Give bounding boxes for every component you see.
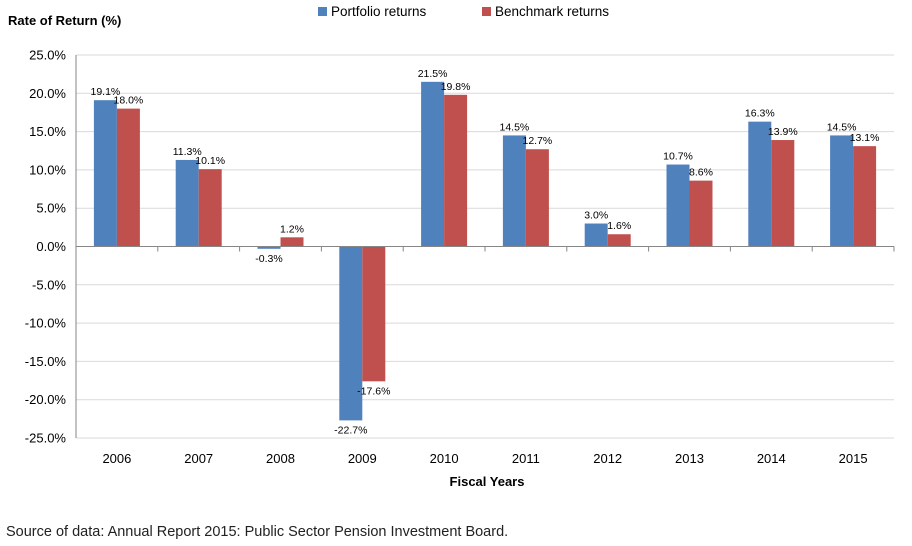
bar-benchmark: [116, 108, 140, 247]
legend-swatch-portfolio: [318, 7, 327, 16]
bar-portfolio: [502, 135, 526, 247]
y-tick-label: 20.0%: [29, 86, 66, 101]
y-tick-label: -15.0%: [25, 354, 67, 369]
source-note: Source of data: Annual Report 2015: Publ…: [6, 524, 509, 540]
legend-label-benchmark: Benchmark returns: [495, 4, 609, 19]
axes: 25.0% 20.0% 15.0% 10.0% 5.0% 0.0% -5.0% -10.0% -…: [25, 48, 895, 466]
data-label: 8.6%: [689, 167, 713, 179]
bar-portfolio: [748, 121, 772, 247]
y-tick-label: -5.0%: [32, 277, 66, 292]
data-labels: 19.1% 11.3% -0.3% -22.7% 21.5% 14.5% 3.0% 10.7%…: [91, 68, 880, 437]
y-tick-label: -25.0%: [25, 431, 67, 446]
bar-portfolio: [584, 223, 608, 247]
returns-bar-chart: 25.0% 20.0% 15.0% 10.0% 5.0% 0.0% -5.0% -10.0% -…: [8, 4, 895, 489]
bar-benchmark: [771, 140, 795, 247]
bar-benchmark: [853, 146, 877, 247]
x-axis-title: Fiscal Years: [450, 474, 525, 489]
bar-benchmark: [525, 149, 549, 247]
data-label: -0.3%: [255, 253, 282, 265]
data-label: 18.0%: [114, 95, 144, 107]
bar-benchmark: [280, 237, 304, 247]
bar-portfolio: [93, 100, 117, 247]
y-tick-label: -10.0%: [25, 316, 67, 331]
x-tick-label: 2013: [675, 451, 704, 466]
x-tick-label: 2012: [593, 451, 622, 466]
data-label: 1.6%: [607, 220, 631, 232]
y-axis-title: Rate of Return (%): [8, 13, 121, 28]
data-label: 13.1%: [850, 132, 880, 144]
data-label: 3.0%: [584, 210, 608, 222]
x-tick-label: 2006: [102, 451, 131, 466]
x-tick-label: 2007: [184, 451, 213, 466]
data-label: 12.7%: [523, 135, 553, 147]
legend-swatch-benchmark: [482, 7, 491, 16]
data-label: -22.7%: [334, 424, 367, 436]
bar-benchmark: [607, 234, 631, 247]
y-tick-label: 25.0%: [29, 48, 66, 63]
bar-portfolio: [666, 164, 690, 247]
x-tick-label: 2014: [757, 451, 786, 466]
bar-portfolio: [175, 159, 199, 247]
y-tick-label: 10.0%: [29, 162, 66, 177]
data-label: 1.2%: [280, 223, 304, 235]
x-tick-label: 2008: [266, 451, 295, 466]
bar-benchmark: [444, 94, 468, 247]
bars: [93, 81, 877, 421]
x-tick-label: 2009: [348, 451, 377, 466]
legend-label-portfolio: Portfolio returns: [331, 4, 427, 19]
bar-benchmark: [689, 180, 713, 247]
bar-portfolio: [257, 246, 281, 249]
y-tick-label: 5.0%: [36, 201, 66, 216]
x-tick-label: 2011: [512, 451, 540, 466]
bar-portfolio: [421, 81, 445, 247]
data-label: 19.8%: [441, 81, 471, 93]
data-label: 10.1%: [195, 155, 225, 167]
bar-portfolio: [830, 135, 854, 247]
data-label: 13.9%: [768, 126, 798, 138]
data-label: 11.3%: [173, 146, 202, 158]
bar-benchmark: [198, 169, 222, 247]
data-label: 21.5%: [418, 68, 448, 80]
legend: Portfolio returns Benchmark returns: [318, 4, 609, 19]
data-label: 10.7%: [663, 151, 693, 163]
data-label: 14.5%: [500, 121, 530, 133]
data-label: 16.3%: [745, 108, 775, 120]
bar-portfolio: [339, 246, 363, 421]
data-label: -17.6%: [357, 385, 390, 397]
x-tick-label: 2015: [839, 451, 868, 466]
y-tick-label: -20.0%: [25, 392, 67, 407]
y-tick-label: 0.0%: [36, 239, 66, 254]
data-label: 14.5%: [827, 121, 857, 133]
data-label: 19.1%: [91, 86, 121, 98]
x-tick-label: 2010: [430, 451, 459, 466]
bar-benchmark: [362, 246, 386, 382]
y-tick-label: 15.0%: [29, 124, 66, 139]
